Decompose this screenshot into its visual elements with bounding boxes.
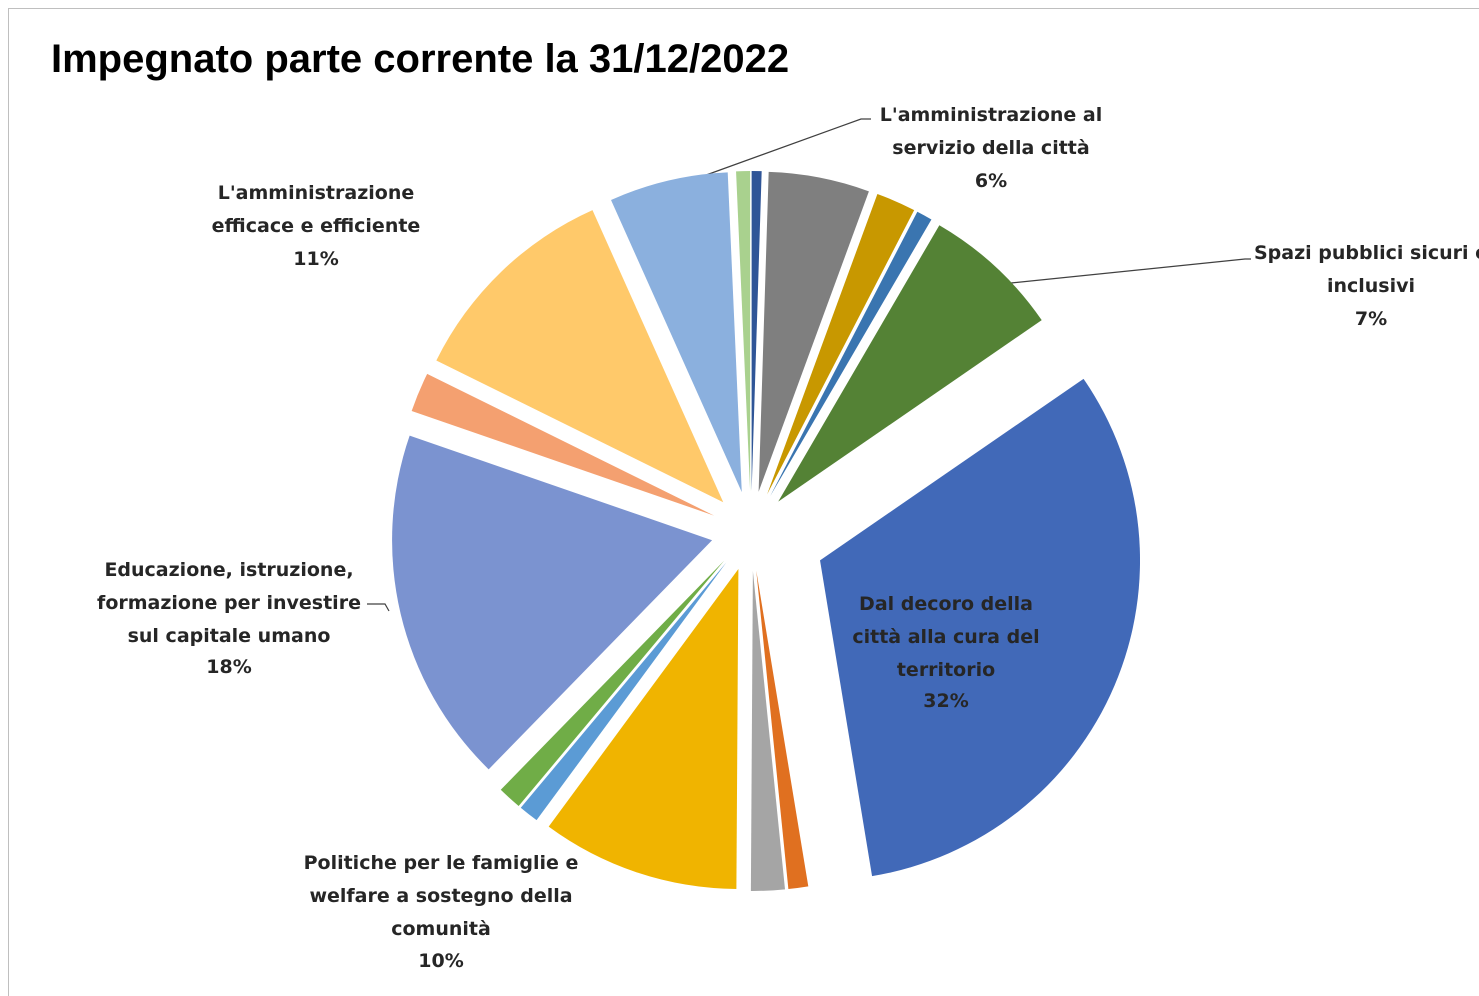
pie-slice [767, 193, 915, 495]
leader-line [672, 118, 871, 188]
pie-slice [500, 560, 725, 806]
pie-slice [756, 570, 809, 890]
slice-label: L'amministrazione efficace e efficiente [211, 182, 421, 237]
pie-slice [411, 373, 715, 516]
pie-slice [436, 210, 724, 503]
leader-line [1010, 258, 1251, 284]
pie-slice [770, 211, 932, 496]
slice-label: Spazi pubblici sicuri e inclusivi [1253, 242, 1479, 297]
leader-lines [367, 118, 1251, 612]
slice-label: L'amministrazione al servizio della citt… [879, 104, 1103, 159]
pie-slice [778, 225, 1042, 502]
pie-slice [611, 172, 742, 493]
pie-slice [758, 171, 869, 492]
pie-slice [520, 562, 727, 821]
pie-slice [736, 171, 751, 492]
slice-value-label: 7% [1354, 308, 1388, 330]
slice-label: Educazione, istruzione, formazione per i… [97, 559, 361, 647]
slice-label: Dal decoro della città alla cura del ter… [852, 593, 1040, 681]
chart [367, 118, 1251, 891]
slice-value-label: 32% [923, 690, 969, 712]
pie-slice [751, 171, 762, 492]
pie-slice [750, 570, 785, 891]
pie-slice [548, 568, 739, 889]
pie-slice [392, 435, 713, 770]
slice-value-label: 11% [293, 248, 339, 270]
leader-line [367, 603, 390, 612]
slice-value-label: 10% [418, 950, 464, 972]
slice-value-label: 6% [974, 170, 1008, 192]
pie-slice [820, 378, 1141, 877]
chart-frame: Impegnato parte corrente la 31/12/2022 S… [8, 8, 1479, 996]
chart-title: Impegnato parte corrente la 31/12/2022 [51, 37, 790, 81]
slice-label: Politiche per le famiglie e welfare a so… [303, 852, 579, 940]
slice-value-label: 18% [206, 656, 252, 678]
